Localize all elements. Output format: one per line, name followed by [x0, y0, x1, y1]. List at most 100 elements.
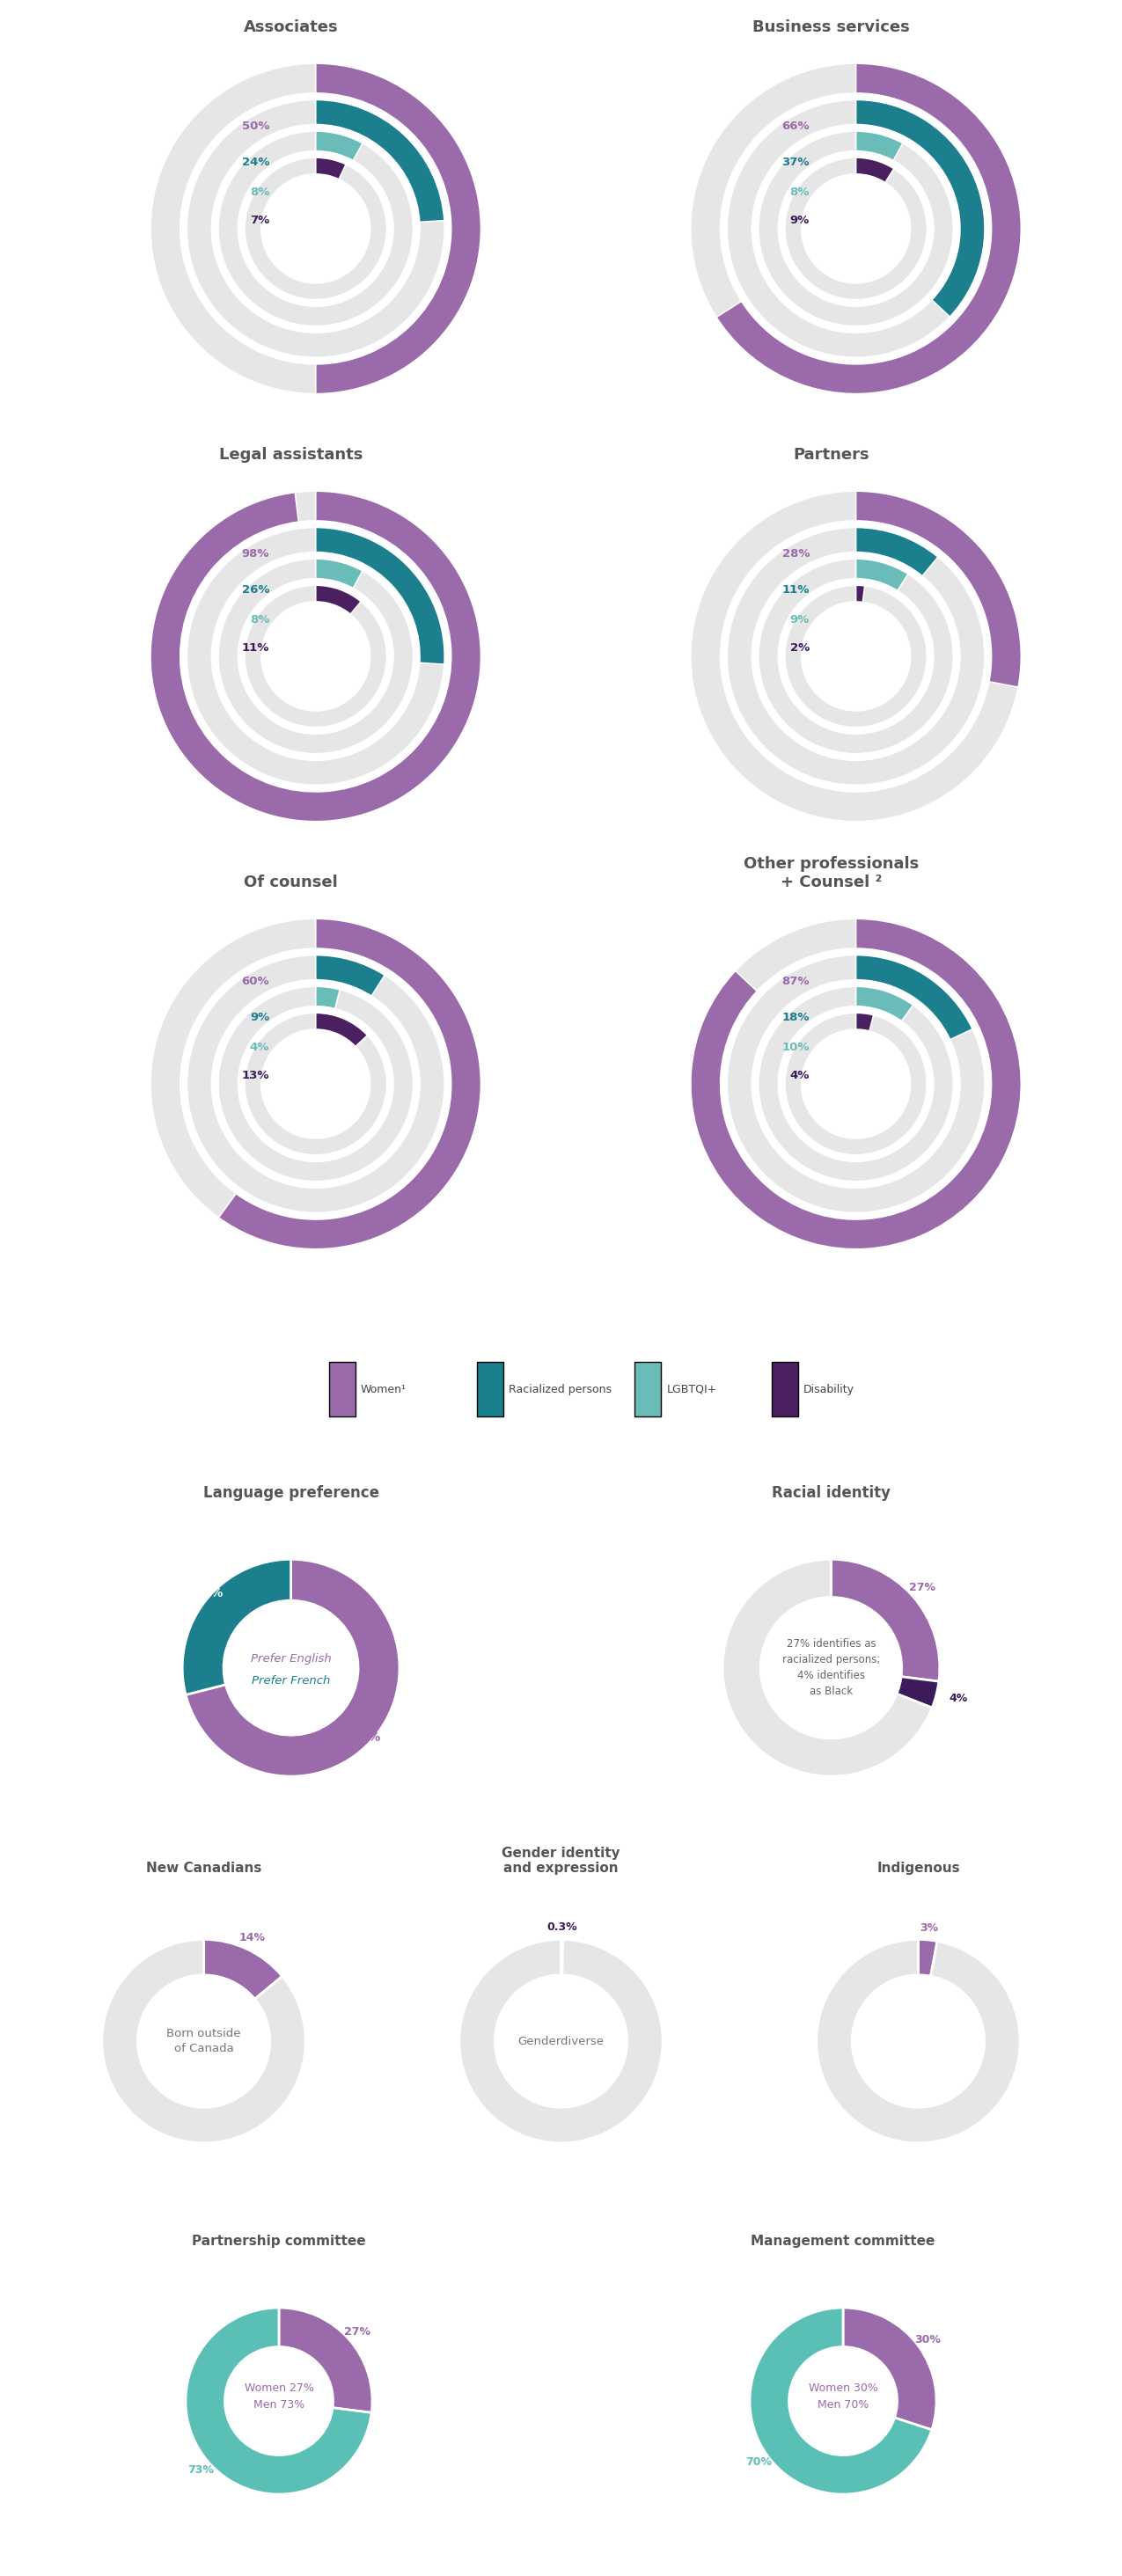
Text: 27%: 27% [909, 1582, 936, 1592]
Text: Prefer French: Prefer French [251, 1674, 330, 1687]
Wedge shape [245, 157, 387, 299]
Text: 50%: 50% [241, 121, 269, 131]
Wedge shape [856, 157, 894, 183]
Wedge shape [716, 64, 1021, 394]
Wedge shape [315, 585, 361, 613]
Wedge shape [723, 1558, 932, 1777]
Wedge shape [784, 585, 927, 726]
Text: Women 27%
Men 73%: Women 27% Men 73% [245, 2383, 314, 2411]
Wedge shape [758, 987, 954, 1182]
Text: 29%: 29% [195, 1587, 224, 1600]
Title: Associates: Associates [243, 18, 338, 36]
Wedge shape [749, 2308, 931, 2494]
Text: 9%: 9% [790, 214, 810, 227]
FancyBboxPatch shape [329, 1363, 356, 1417]
Wedge shape [856, 956, 973, 1041]
Wedge shape [219, 920, 481, 1249]
Wedge shape [856, 585, 865, 603]
Text: 70%: 70% [745, 2458, 772, 2468]
FancyBboxPatch shape [477, 1363, 503, 1417]
Wedge shape [918, 1940, 937, 1976]
Wedge shape [150, 920, 481, 1249]
Wedge shape [691, 64, 1021, 394]
Text: 3%: 3% [920, 1922, 938, 1935]
Wedge shape [315, 1012, 368, 1046]
Wedge shape [315, 956, 385, 997]
Wedge shape [315, 528, 444, 665]
Wedge shape [102, 1940, 305, 2143]
Wedge shape [758, 131, 954, 327]
Wedge shape [186, 100, 444, 358]
FancyBboxPatch shape [772, 1363, 799, 1417]
Wedge shape [245, 1012, 387, 1154]
Text: 7%: 7% [250, 214, 269, 227]
Wedge shape [727, 100, 985, 358]
Wedge shape [831, 1558, 940, 1682]
Wedge shape [315, 157, 346, 180]
Wedge shape [182, 1558, 291, 1695]
Text: 8%: 8% [250, 613, 269, 626]
Wedge shape [186, 1558, 399, 1777]
Wedge shape [856, 492, 1021, 688]
Wedge shape [315, 987, 340, 1010]
Wedge shape [315, 100, 444, 222]
Wedge shape [691, 920, 1021, 1249]
Wedge shape [150, 64, 481, 394]
Text: 14%: 14% [239, 1932, 266, 1945]
Wedge shape [784, 1012, 927, 1154]
Text: Genderdiverse: Genderdiverse [518, 2035, 604, 2048]
Wedge shape [727, 528, 985, 786]
Wedge shape [186, 956, 444, 1213]
Title: Legal assistants: Legal assistants [219, 446, 362, 464]
Text: 9%: 9% [790, 613, 810, 626]
Text: 73%: 73% [187, 2465, 213, 2476]
Text: 9%: 9% [250, 1012, 269, 1023]
Text: 98%: 98% [241, 549, 269, 559]
Text: Prefer English: Prefer English [250, 1654, 331, 1664]
Text: 30%: 30% [914, 2334, 940, 2344]
Wedge shape [204, 1940, 283, 1999]
Wedge shape [218, 987, 413, 1182]
Wedge shape [727, 956, 985, 1213]
Title: Management committee: Management committee [751, 2236, 936, 2249]
Wedge shape [856, 131, 903, 160]
Text: Disability: Disability [803, 1383, 855, 1396]
Title: Gender identity
and expression: Gender identity and expression [502, 1847, 620, 1875]
Title: Business services: Business services [753, 18, 910, 36]
Wedge shape [758, 559, 954, 755]
Wedge shape [279, 2308, 373, 2414]
Text: 71%: 71% [351, 1731, 381, 1744]
Wedge shape [856, 1012, 874, 1030]
Wedge shape [315, 559, 362, 587]
Wedge shape [856, 528, 938, 577]
Text: Women¹: Women¹ [360, 1383, 406, 1396]
Text: 24%: 24% [241, 157, 269, 167]
Title: Language preference: Language preference [203, 1486, 379, 1502]
Text: Born outside
of Canada: Born outside of Canada [166, 2027, 241, 2056]
Text: 87%: 87% [782, 976, 810, 987]
Text: Racialized persons: Racialized persons [508, 1383, 611, 1396]
Wedge shape [561, 1940, 563, 1976]
Wedge shape [186, 528, 444, 786]
Text: 10%: 10% [782, 1041, 810, 1054]
Text: 4%: 4% [949, 1692, 967, 1703]
Text: 27% identifies as
racialized persons;
4% identifies
as Black: 27% identifies as racialized persons; 4%… [782, 1638, 880, 1698]
Wedge shape [691, 920, 1021, 1249]
Wedge shape [896, 1677, 939, 1708]
Wedge shape [856, 559, 908, 590]
Title: Racial identity: Racial identity [772, 1486, 891, 1502]
Wedge shape [843, 2308, 937, 2429]
Wedge shape [459, 1940, 663, 2143]
Wedge shape [691, 492, 1021, 822]
Text: 4%: 4% [790, 1069, 810, 1082]
Wedge shape [315, 64, 481, 394]
Title: Of counsel: Of counsel [243, 873, 338, 891]
Wedge shape [856, 100, 985, 317]
Text: 8%: 8% [250, 185, 269, 198]
Wedge shape [245, 585, 387, 726]
Wedge shape [218, 131, 413, 327]
Wedge shape [856, 987, 913, 1020]
Title: New Canadians: New Canadians [146, 1862, 261, 1875]
FancyBboxPatch shape [635, 1363, 661, 1417]
Title: Partners: Partners [793, 446, 870, 464]
